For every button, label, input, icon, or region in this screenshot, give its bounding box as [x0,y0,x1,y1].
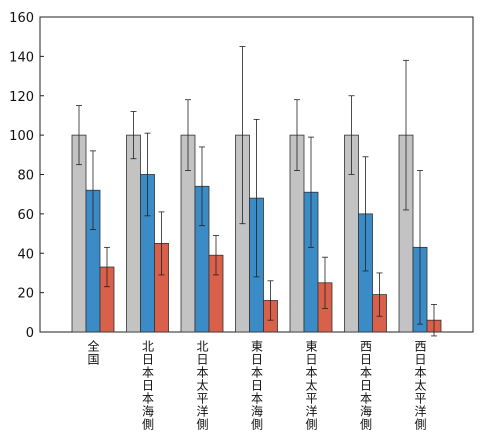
error-bar [294,99,300,171]
error-bar [144,132,151,217]
x-tick-label: 東日本日本海側 [250,340,264,431]
error-bar [376,272,383,317]
error-bar [362,156,369,272]
y-tick-label: 0 [26,326,34,341]
x-tick-label: 西日本太平洋側 [413,340,427,431]
error-bar [185,99,191,171]
x-tick-label: 西日本日本海側 [359,340,373,431]
error-bar [417,170,423,325]
y-tick-label: 140 [9,50,34,65]
error-bar [130,111,137,160]
error-bar [308,136,314,248]
y-tick-label: 120 [9,90,34,105]
y-tick-label: 20 [17,287,34,302]
error-bar [76,105,82,166]
error-bar [199,146,205,227]
error-bar [267,280,274,321]
x-tick-label: 全国 [86,339,100,366]
x-tick-label: 北日本日本海側 [141,340,155,431]
y-tick-label: 80 [17,169,34,184]
error-bar [348,95,355,175]
error-bar [403,59,409,211]
error-bar [239,46,246,225]
x-tick-label: 北日本太平洋側 [195,340,209,431]
y-tick-label: 40 [17,247,34,262]
y-tick-label: 60 [17,208,34,223]
y-tick-label: 100 [9,129,34,144]
y-tick-label: 160 [9,11,34,26]
error-bar [90,150,96,231]
error-bar [253,118,260,278]
error-bar [213,235,219,276]
error-bar [322,256,328,309]
error-bar [431,304,437,337]
x-tick-label: 東日本太平洋側 [304,340,318,431]
error-bar [104,246,110,288]
error-bar [158,211,165,276]
bar [126,134,141,333]
